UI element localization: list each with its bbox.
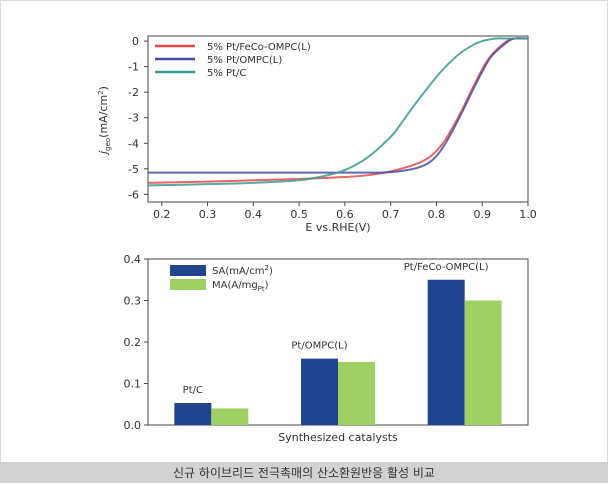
bar-ma bbox=[211, 408, 249, 425]
y-tick-label: -5 bbox=[128, 163, 139, 176]
bar-sa bbox=[427, 279, 465, 425]
legend-swatch bbox=[170, 279, 206, 290]
y-tick-label: 0.0 bbox=[124, 419, 142, 432]
bar-ma bbox=[464, 300, 502, 425]
legend-label: 5% Pt/C bbox=[207, 68, 246, 79]
x-tick-label: 0.3 bbox=[199, 208, 217, 221]
y-tick-label: -3 bbox=[128, 112, 139, 125]
legend-label: SA(mA/cm2) bbox=[212, 264, 273, 277]
line-chart-y-ticks: 0 -1 -2 -3 -4 -5 -6 bbox=[128, 35, 148, 201]
x-tick-label: 0.7 bbox=[382, 208, 400, 221]
y-tick-label: 0 bbox=[132, 35, 139, 48]
y-tick-label: 0.4 bbox=[124, 253, 142, 266]
bar-chart-x-label: Synthesized catalysts bbox=[278, 431, 398, 444]
y-tick-label: 0.1 bbox=[124, 378, 142, 391]
bar-chart-legend: SA(mA/cm2) MA(A/mgPt) bbox=[170, 264, 273, 293]
x-tick-label: 0.6 bbox=[336, 208, 354, 221]
line-chart-legend: 5% Pt/FeCo-OMPC(L) 5% Pt/OMPC(L) 5% Pt/C bbox=[155, 42, 311, 79]
x-tick-label: 0.4 bbox=[245, 208, 263, 221]
y-tick-label: -4 bbox=[128, 137, 139, 150]
category-label: Pt/FeCo-OMPC(L) bbox=[404, 262, 489, 273]
category-label: Pt/OMPC(L) bbox=[291, 341, 347, 352]
bar-sa bbox=[174, 403, 212, 425]
x-tick-label: 0.2 bbox=[153, 208, 171, 221]
y-tick-label: 0.3 bbox=[124, 295, 142, 308]
legend-label: 5% Pt/OMPC(L) bbox=[207, 55, 282, 66]
bar-chart-bars: Pt/C Pt/OMPC(L) Pt/FeCo-OMPC(L) bbox=[174, 262, 502, 425]
y-tick-label: -1 bbox=[128, 61, 139, 74]
category-label: Pt/C bbox=[183, 385, 203, 396]
y-tick-label: -2 bbox=[128, 86, 139, 99]
legend-label: MA(A/mgPt) bbox=[212, 280, 269, 293]
figure-caption: 신규 하이브리드 전극촉매의 산소환원반응 활성 비교 bbox=[0, 462, 608, 483]
x-tick-label: 0.5 bbox=[290, 208, 308, 221]
series-line-5-pt-c bbox=[147, 37, 528, 187]
legend-label: 5% Pt/FeCo-OMPC(L) bbox=[207, 42, 311, 53]
x-tick-label: 1.0 bbox=[519, 208, 537, 221]
lsv-line-chart: 0.2 0.3 0.4 0.5 0.6 0.7 0.8 0.9 1.0 0 -1 -2 -3 -4 -5 -… bbox=[97, 35, 537, 234]
legend-swatch bbox=[170, 265, 206, 276]
bar-chart-y-ticks: 0.0 0.1 0.2 0.3 0.4 bbox=[124, 253, 148, 432]
line-chart-x-label: E vs.RHE(V) bbox=[305, 221, 370, 234]
line-chart-x-ticks: 0.2 0.3 0.4 0.5 0.6 0.7 0.8 0.9 1.0 bbox=[153, 202, 537, 221]
series-line-5-pt-ompc-l- bbox=[147, 37, 529, 174]
x-tick-label: 0.9 bbox=[473, 208, 491, 221]
activity-bar-chart: 0.0 0.1 0.2 0.3 0.4 Pt/C Pt/OMPC(L) Pt/FeCo-OM… bbox=[124, 253, 529, 444]
line-chart-series bbox=[147, 37, 529, 187]
bar-sa bbox=[301, 358, 338, 425]
y-tick-label: 0.2 bbox=[124, 336, 142, 349]
x-tick-label: 0.8 bbox=[428, 208, 446, 221]
line-chart-y-label: jgeo(mA/cm2) bbox=[97, 86, 112, 156]
line-chart-plot-frame bbox=[147, 35, 529, 203]
y-tick-label: -6 bbox=[128, 188, 139, 201]
bar-ma bbox=[338, 361, 375, 425]
series-line-5-pt-feco-ompc-l- bbox=[147, 37, 529, 184]
